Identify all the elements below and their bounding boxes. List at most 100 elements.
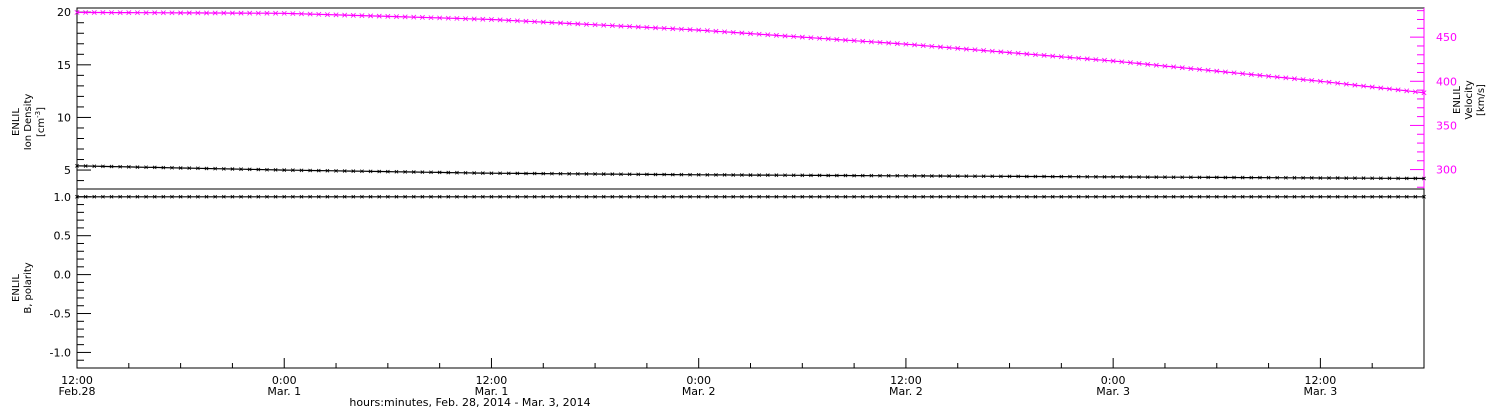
right-tick-label: 350	[1436, 119, 1457, 132]
data-point	[118, 194, 123, 199]
data-point	[1318, 176, 1323, 180]
data-point	[273, 194, 278, 199]
data-point	[670, 26, 676, 32]
data-point	[653, 172, 658, 177]
x-tick-label-date: Mar. 2	[682, 385, 716, 398]
data-point	[403, 194, 407, 199]
data-point	[376, 13, 382, 19]
data-point	[368, 194, 373, 199]
data-point	[1396, 194, 1400, 199]
data-point	[1422, 194, 1426, 199]
data-point	[1093, 174, 1098, 179]
data-point	[1335, 176, 1340, 180]
data-point	[610, 172, 615, 177]
data-point	[860, 194, 865, 199]
data-point	[878, 173, 882, 178]
data-point	[402, 14, 408, 20]
data-point	[964, 174, 969, 179]
data-point	[912, 194, 917, 199]
data-point	[938, 174, 943, 178]
data-point	[1024, 174, 1029, 179]
data-point	[1110, 58, 1116, 64]
data-point	[990, 174, 995, 179]
data-point	[1361, 194, 1366, 199]
data-point	[161, 165, 166, 170]
data-point	[619, 172, 623, 177]
data-point	[265, 167, 269, 172]
data-point	[290, 194, 295, 199]
data-point	[471, 16, 477, 22]
data-point	[446, 170, 451, 175]
data-point	[1145, 194, 1150, 199]
data-point	[1059, 174, 1064, 179]
data-point	[1223, 175, 1228, 180]
data-point	[411, 194, 416, 199]
data-point	[1206, 175, 1211, 180]
x-tick-label-date: Mar. 1	[475, 385, 509, 398]
bottom-panel: -1.0 -0.5 0.0 0.5 1.0	[50, 188, 1426, 369]
data-point	[895, 173, 900, 178]
left-tick-label: 10	[57, 111, 71, 124]
data-point	[126, 165, 131, 169]
data-point	[1093, 57, 1099, 63]
data-point	[1145, 61, 1151, 67]
data-point	[83, 164, 88, 168]
x-tick-label-time: 12:00	[61, 374, 93, 387]
data-point	[704, 28, 710, 34]
data-point	[688, 172, 692, 177]
data-point	[1361, 176, 1366, 181]
data-point	[817, 173, 822, 178]
data-point	[178, 194, 183, 199]
x-tick-label-date: Mar. 1	[267, 385, 301, 398]
data-point	[213, 194, 218, 199]
data-point	[1422, 176, 1426, 181]
data-point	[229, 10, 235, 16]
left-tick-label: 15	[57, 59, 71, 72]
data-point	[921, 194, 926, 199]
data-point	[134, 10, 140, 16]
data-point	[350, 12, 356, 18]
data-point	[515, 194, 520, 199]
data-point	[1180, 175, 1185, 180]
data-point	[645, 172, 649, 177]
data-point	[895, 194, 900, 199]
plot-frame	[76, 188, 1425, 369]
data-point	[143, 10, 149, 16]
data-point	[1171, 175, 1176, 180]
data-point	[91, 10, 97, 15]
data-point	[178, 166, 183, 170]
data-point	[894, 41, 900, 47]
data-point	[730, 29, 736, 35]
x-tick-label-time: 0:00	[1101, 374, 1126, 387]
data-point	[324, 12, 330, 18]
data-point	[83, 9, 89, 15]
data-point	[886, 40, 892, 46]
data-point	[1076, 55, 1082, 61]
data-point	[929, 194, 934, 199]
data-point	[290, 168, 295, 173]
data-point	[1370, 176, 1375, 181]
data-point	[281, 10, 287, 16]
data-point	[834, 173, 839, 178]
data-point	[221, 166, 226, 171]
data-point	[411, 14, 417, 20]
data-point	[524, 171, 528, 176]
data-point	[1352, 82, 1358, 88]
data-point	[160, 10, 166, 16]
data-point	[1327, 176, 1331, 180]
data-point	[1222, 69, 1228, 75]
data-point	[463, 16, 469, 22]
data-point	[394, 194, 399, 199]
data-point	[765, 194, 770, 199]
x-tick-label-date: Mar. 2	[889, 385, 923, 398]
data-point	[1085, 174, 1090, 179]
data-point	[981, 194, 986, 199]
data-point	[826, 194, 831, 199]
data-point	[1309, 176, 1314, 180]
data-point	[739, 194, 744, 199]
data-point	[488, 16, 494, 22]
data-point	[1387, 194, 1392, 199]
data-point	[679, 172, 684, 177]
data-point	[877, 39, 883, 45]
data-point	[904, 194, 908, 199]
